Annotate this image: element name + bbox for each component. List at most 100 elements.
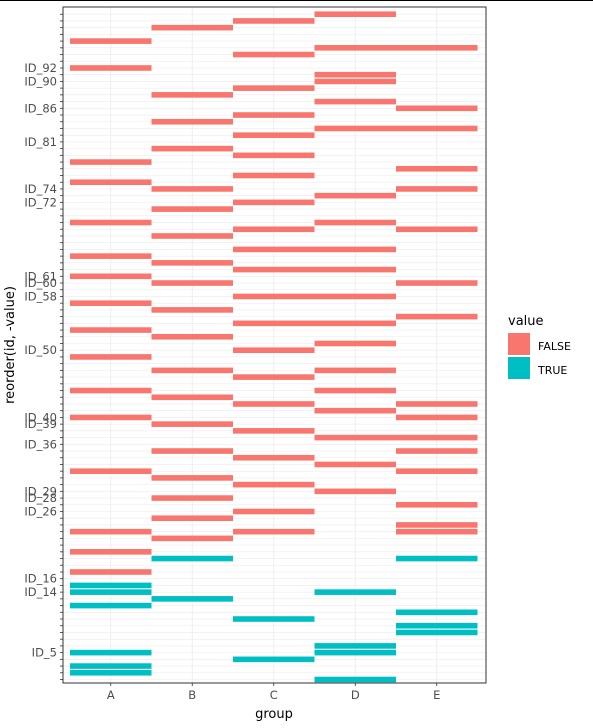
heatmap-cell-e-false [396,226,478,233]
heatmap-cell-c-false [233,172,315,179]
legend-key-false [508,333,530,355]
heatmap-cell-e-false [396,401,478,407]
heatmap-cell-a-false [70,569,152,575]
heatmap-cell-d-false [314,340,396,347]
heatmap-cell-a-false [70,387,152,394]
heatmap-cell-e-false [396,186,478,192]
heatmap-cell-d-false [314,461,396,468]
heatmap-cell-d-false [314,367,396,374]
heatmap-cell-e-false [396,434,478,441]
heatmap-cell-e-false [396,105,478,112]
heatmap-cell-b-false [151,233,233,239]
heatmap-cell-d-false [314,387,396,394]
heatmap-cell-c-false [233,320,315,327]
heatmap-cell-e-false [396,528,478,535]
heatmap-cell-d-true [314,649,396,656]
heatmap-cell-a-true [70,602,152,609]
heatmap-cell-a-false [70,38,152,44]
y-tick-label: ID_39 [24,417,57,431]
heatmap-cell-b-true [151,555,233,562]
y-axis-tick-labels: ID_5ID_14ID_16ID_26ID_28ID_29ID_36ID_39I… [24,61,57,660]
heatmap-cell-b-false [151,448,233,454]
heatmap-cell-a-false [70,179,152,186]
heatmap-cell-b-false [151,307,233,313]
heatmap-cell-c-false [233,374,315,380]
heatmap-cell-b-false [151,367,233,374]
heatmap-cell-b-false [151,421,233,427]
heatmap-cell-b-false [151,260,233,266]
x-tick-label-b: B [188,688,196,702]
heatmap-cell-e-true [396,609,478,616]
heatmap-cell-b-false [151,515,233,522]
heatmap-cell-c-true [233,616,315,622]
heatmap-cell-a-false [70,528,152,535]
y-tick-label: ID_26 [24,505,57,519]
heatmap-cell-e-false [396,165,478,172]
heatmap-cell-c-false [233,199,315,206]
legend-label-true: TRUE [537,364,567,377]
heatmap-cell-c-false [233,347,315,354]
heatmap-cell-b-false [151,535,233,542]
heatmap-cell-e-true [396,622,478,629]
y-tick-label: ID_90 [24,74,57,88]
heatmap-cell-c-false [233,481,315,488]
x-axis-title: group [255,707,293,722]
heatmap-cell-d-true [314,589,396,595]
heatmap-cell-c-false [233,428,315,434]
heatmap-cell-c-false [233,112,315,118]
y-tick-label: ID_74 [24,182,57,196]
heatmap-cell-d-false [314,266,396,273]
x-axis-ticks [110,683,438,686]
heatmap-cell-c-false [233,508,315,515]
y-tick-label: ID_92 [24,61,57,75]
heatmap-cell-b-false [151,92,233,98]
heatmap-cells [70,11,478,683]
x-tick-label-d: D [351,688,360,702]
heatmap-cell-e-false [396,414,478,421]
y-tick-label: ID_28 [24,491,57,505]
plot-panel-border [62,6,487,684]
heatmap-cell-a-false [70,354,152,360]
heatmap-cell-a-false [70,65,152,71]
top-border-line [0,0,593,1]
heatmap-cell-e-false [396,468,478,474]
heatmap-cell-b-false [151,394,233,401]
heatmap-cell-d-false [314,71,396,78]
heatmap-cell-b-false [151,333,233,340]
heatmap-cell-c-false [233,18,315,24]
y-tick-label: ID_58 [24,289,57,303]
heatmap-cell-a-false [70,300,152,306]
heatmap-cell-c-false [233,454,315,461]
heatmap-cell-e-false [396,280,478,286]
heatmap-cell-b-true [151,596,233,602]
y-tick-label: ID_50 [24,343,57,357]
y-tick-label: ID_14 [24,585,57,599]
heatmap-cell-e-true [396,555,478,562]
heatmap-cell-c-false [233,528,315,535]
heatmap-cell-a-false [70,253,152,259]
y-tick-label: ID_81 [24,135,57,149]
x-tick-label-e: E [433,688,440,702]
heatmap-cell-e-true [396,629,478,636]
heatmap-cell-a-true [70,582,152,589]
heatmap-cell-c-false [233,401,315,407]
y-axis-ticks [60,13,63,680]
heatmap-cell-c-false [233,266,315,273]
y-tick-label: ID_72 [24,195,57,209]
y-tick-label: ID_86 [24,101,57,115]
heatmap-cell-e-false [396,448,478,454]
heatmap-cell-b-false [151,145,233,152]
y-tick-label: ID_36 [24,437,57,451]
legend-key-true [508,357,530,379]
heatmap-cell-b-false [151,475,233,481]
heatmap-cell-a-false [70,219,152,226]
heatmap-cell-d-false [314,293,396,300]
heatmap-cell-d-false [314,125,396,132]
heatmap-cell-b-false [151,118,233,125]
heatmap-cell-c-false [233,85,315,91]
heatmap-cell-c-false [233,132,315,138]
heatmap-cell-a-false [70,549,152,555]
heatmap-cell-d-false [314,45,396,51]
heatmap-cell-a-false [70,273,152,280]
